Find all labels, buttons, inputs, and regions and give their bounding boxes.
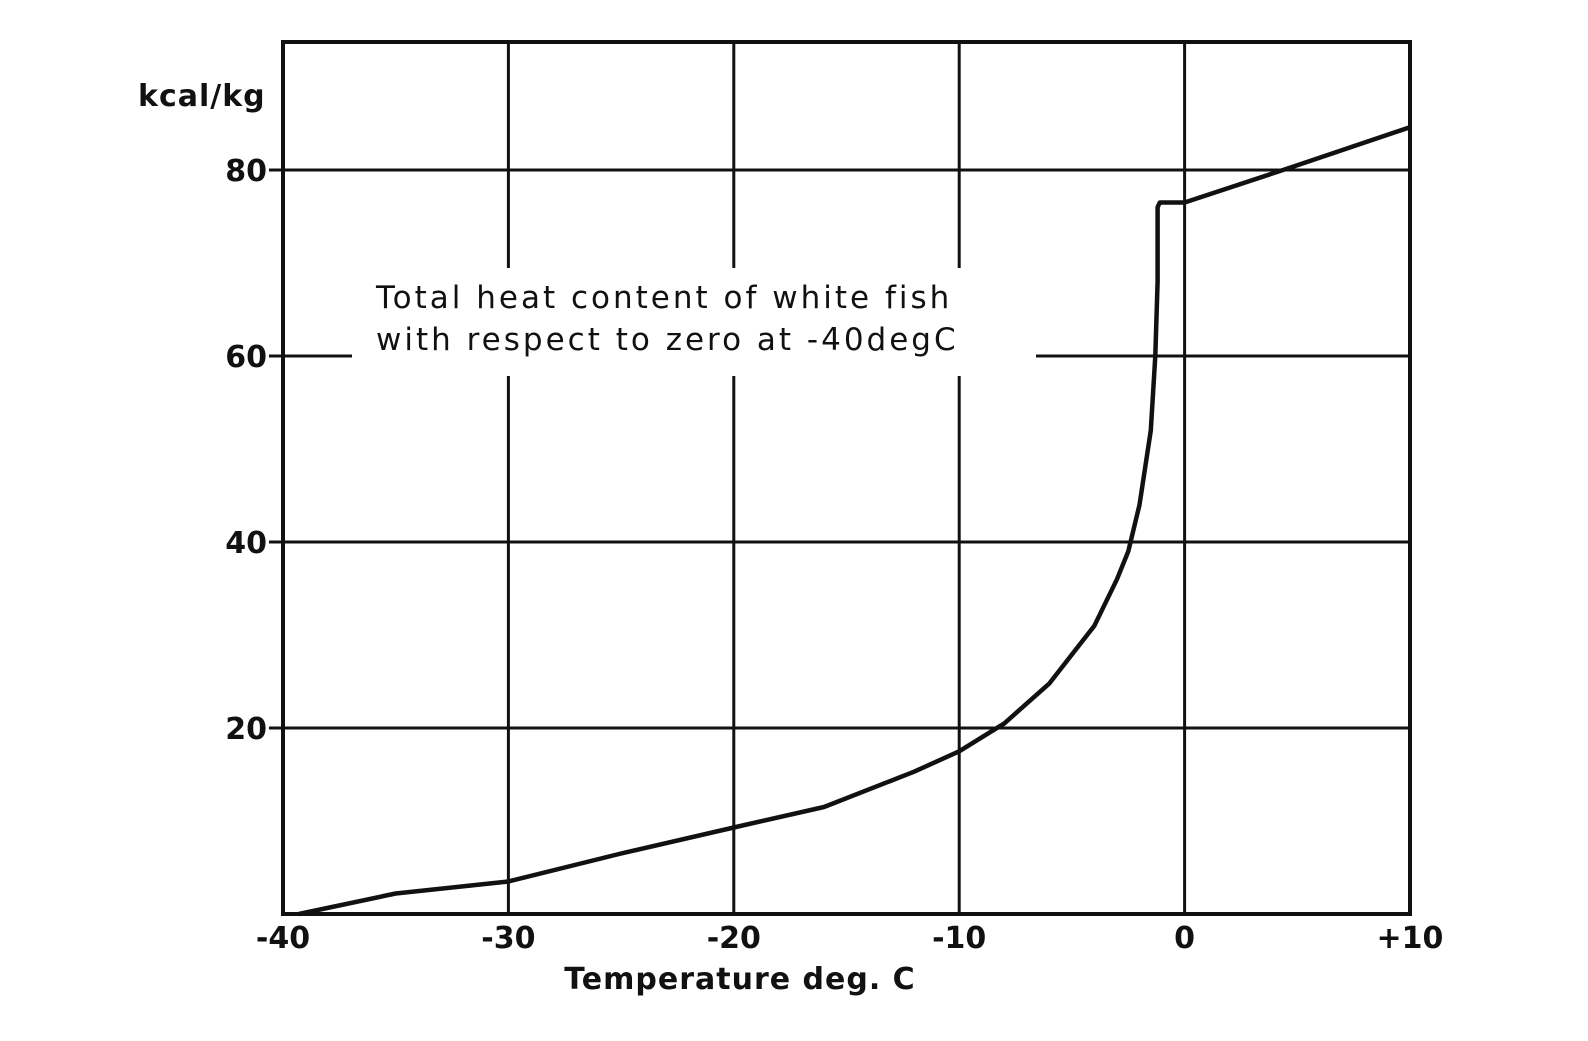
annotation-line-2: with respect to zero at -40degC — [376, 322, 959, 358]
y-tick-label: 40 — [225, 526, 267, 561]
annotation-line-1: Total heat content of white fish — [375, 280, 952, 316]
x-tick-label: +10 — [1377, 921, 1444, 956]
y-tick-label: 60 — [225, 340, 267, 375]
x-tick-label: -10 — [932, 921, 986, 956]
x-axis-label: Temperature deg. C — [564, 962, 915, 997]
y-axis-label: kcal/kg — [138, 79, 266, 114]
x-tick-label: -30 — [481, 921, 535, 956]
x-tick-label: -40 — [256, 921, 310, 956]
annotation-background — [352, 268, 1036, 376]
y-tick-label: 80 — [225, 154, 267, 189]
plot-frame — [281, 40, 1412, 916]
series-line — [298, 125, 1411, 917]
x-tick-label: -20 — [707, 921, 761, 956]
grid-lines — [269, 42, 1410, 914]
x-tick-label: 0 — [1174, 921, 1195, 956]
y-tick-label: 20 — [225, 712, 267, 747]
tick-labels: -40 -30 -20 -10 0 +10 20 40 60 80 — [225, 154, 1443, 956]
